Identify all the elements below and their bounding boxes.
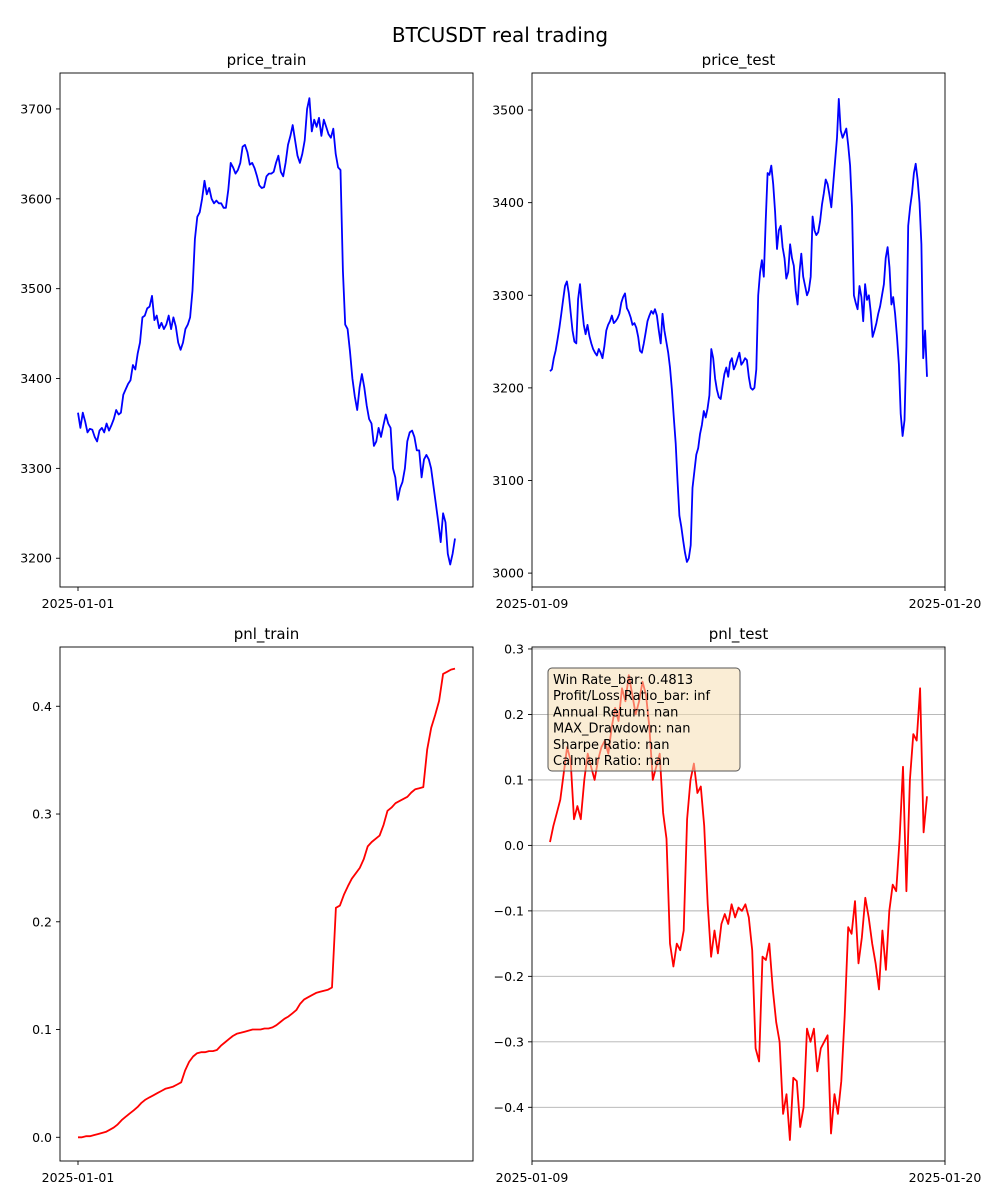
axes-frame: [59, 72, 474, 588]
x-tick-label: 2025-01-01: [42, 1170, 115, 1185]
info-box-line: MAX_Drawdown: nan: [553, 722, 691, 737]
y-tick-label: 3500: [20, 281, 52, 296]
y-tick-label: 3200: [20, 551, 52, 566]
subplot-price_train: price_train 3200 3300 3400 3500 3600 3700 2025-…: [20, 51, 474, 611]
axes-frame: [59, 646, 474, 1162]
y-tick-label: 3300: [492, 288, 524, 303]
y-tick-label: 3300: [20, 461, 52, 476]
subplot-title: price_test: [702, 51, 776, 70]
y-tick-label: 3400: [20, 371, 52, 386]
info-box-background: [547, 667, 741, 772]
info-box-line: Calmar Ratio: nan: [553, 754, 670, 769]
subplot-price_test: price_test 3000 3100 3200 3300 3400 3500 2025-0…: [492, 51, 981, 611]
series-line-price_test: [549, 98, 928, 563]
y-tick-label: −0.2: [494, 969, 524, 984]
y-tick-label: 0.2: [504, 707, 524, 722]
x-tick-label: 2025-01-20: [909, 596, 982, 611]
axes-frame: [531, 646, 946, 1162]
y-tick-label: 3700: [20, 101, 52, 116]
y-tick-label: −0.4: [494, 1100, 524, 1115]
x-tick-label: 2025-01-09: [496, 1170, 569, 1185]
series-line-price_train: [77, 97, 456, 566]
y-tick-label: 3000: [492, 566, 524, 581]
y-tick-label: 0.0: [504, 838, 524, 853]
x-tick-label: 2025-01-09: [496, 596, 569, 611]
x-tick-label: 2025-01-20: [909, 1170, 982, 1185]
x-tick-label: 2025-01-01: [42, 596, 115, 611]
y-tick-label: 3600: [20, 191, 52, 206]
subplot-pnl_test: pnl_test −0.4 −0.3 −0.2 −0.1 0.0 0.1 0.2 0.3 2025…: [494, 625, 982, 1185]
y-tick-label: −0.1: [494, 903, 524, 918]
info-box-line: Profit/Loss Ratio_bar: inf: [553, 689, 711, 704]
y-tick-label: 0.3: [32, 807, 52, 822]
y-tick-label: 0.4: [32, 699, 52, 714]
info-box-line: Sharpe Ratio: nan: [553, 738, 670, 753]
y-tick-label: 3100: [492, 473, 524, 488]
y-tick-label: 0.1: [504, 772, 524, 787]
y-tick-label: 3400: [492, 195, 524, 210]
subplot-title: price_train: [227, 51, 307, 70]
subplot-title: pnl_train: [234, 625, 300, 644]
y-tick-label: 0.3: [504, 641, 524, 656]
y-tick-label: −0.3: [494, 1034, 524, 1049]
info-box-line: Annual Return: nan: [553, 705, 678, 720]
subplot-title: pnl_test: [709, 625, 769, 644]
y-tick-label: 0.0: [32, 1130, 52, 1145]
info-box-line: Win Rate_bar: 0.4813: [553, 673, 693, 688]
y-tick-label: 3500: [492, 103, 524, 118]
axes-frame: [531, 72, 946, 588]
y-tick-label: 3200: [492, 380, 524, 395]
y-tick-label: 0.2: [32, 914, 52, 929]
figure-suptitle: BTCUSDT real trading: [392, 23, 608, 47]
series-line-pnl_train: [78, 667, 456, 1139]
y-tick-label: 0.1: [32, 1022, 52, 1037]
subplot-pnl_train: pnl_train 0.0 0.1 0.2 0.3 0.4 2025-01-01: [32, 625, 474, 1185]
